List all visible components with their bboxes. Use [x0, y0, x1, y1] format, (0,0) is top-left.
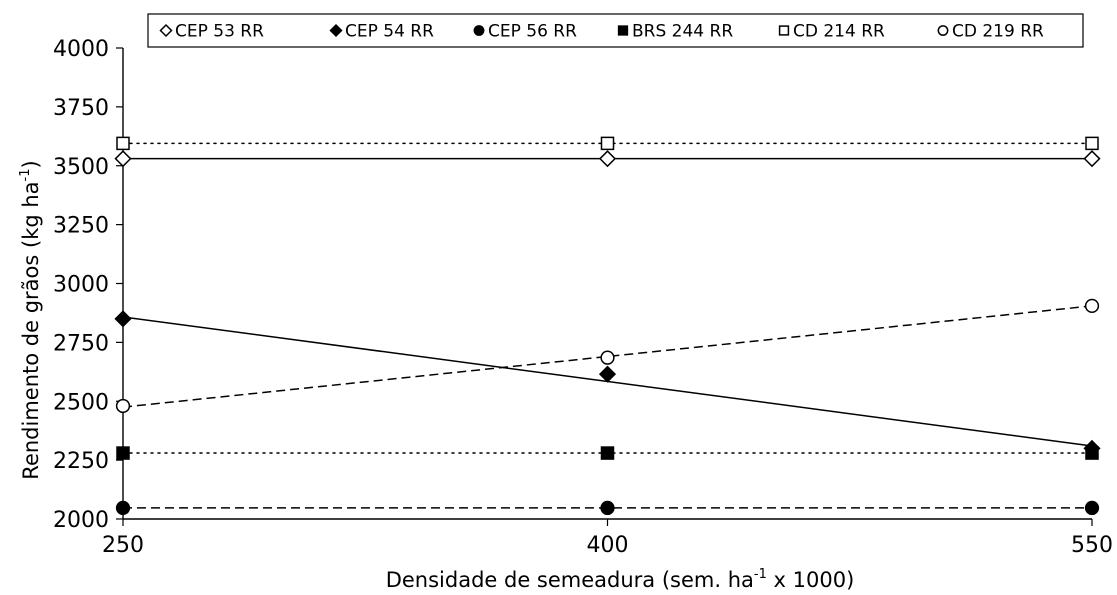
- data-point: [598, 150, 617, 168]
- x-axis-title-superscript: -1: [754, 567, 767, 582]
- data-point: [115, 500, 131, 516]
- data-point: [600, 446, 615, 460]
- legend-box: [147, 13, 1084, 48]
- data-point: [115, 398, 131, 414]
- y-tick-label: 2500: [53, 390, 109, 415]
- y-tick-label: 3750: [53, 96, 109, 121]
- legend-entry-label: BRS 244 RR: [632, 22, 733, 42]
- y-tick-label: 2750: [53, 331, 109, 356]
- y-axis-title-text: Rendimento de grãos (kg ha: [19, 181, 43, 479]
- data-point: [1085, 446, 1099, 460]
- legend-marker: [159, 23, 173, 38]
- y-axis-title-superscript: -1: [18, 168, 33, 181]
- y-tick-label: 4000: [53, 37, 109, 62]
- legend-entry-label: CD 219 RR: [952, 22, 1044, 42]
- y-tick-label: 2000: [53, 508, 109, 533]
- legend-marker: [329, 23, 343, 38]
- y-axis-title-suffix: ): [19, 160, 43, 168]
- x-tick-label: 550: [1071, 533, 1113, 558]
- y-tick-label: 3500: [53, 155, 109, 180]
- legend: CEP 53 RR CEP 54 RR CEP 56 RR BRS 244 RR CD …: [147, 13, 1084, 48]
- data-point: [114, 310, 132, 328]
- axes: 2000 2250 2500 2750 3000 3250 3500 3750 4000 250 4…: [53, 37, 1113, 558]
- data-point: [1085, 136, 1099, 151]
- data-point: [600, 500, 615, 516]
- legend-entry-label: CEP 56 RR: [488, 22, 577, 42]
- data-point: [116, 136, 130, 151]
- x-axis-title-suffix: x 1000): [767, 568, 854, 591]
- x-tick-label: 400: [587, 533, 629, 558]
- data-point: [114, 150, 132, 168]
- data-point: [116, 446, 130, 460]
- legend-entry-label: CD 214 RR: [793, 22, 885, 42]
- y-tick-label: 3250: [53, 214, 109, 239]
- data-markers: [114, 136, 1101, 516]
- data-point: [1084, 298, 1100, 313]
- y-tick-label: 3000: [53, 273, 109, 298]
- legend-marker: [617, 25, 629, 36]
- y-tick-label: 2250: [53, 449, 109, 474]
- legend-marker: [778, 25, 790, 36]
- y-axis-title: Rendimento de grãos (kg ha-1): [18, 160, 43, 479]
- legend-entry-label: CEP 53 RR: [175, 22, 264, 42]
- data-point: [1083, 150, 1101, 168]
- x-axis-title: Densidade de semeadura (sem. ha-1 x 1000…: [386, 567, 855, 591]
- legend-entry-label: CEP 54 RR: [345, 22, 434, 42]
- x-axis-title-text: Densidade de semeadura (sem. ha: [386, 568, 754, 591]
- x-tick-label: 250: [102, 533, 144, 558]
- legend-marker: [937, 25, 949, 36]
- data-point: [598, 365, 617, 383]
- trendline: [122, 305, 1093, 408]
- data-point: [600, 136, 615, 151]
- data-point: [1084, 500, 1100, 516]
- legend-marker: [473, 25, 485, 36]
- data-point: [600, 350, 615, 365]
